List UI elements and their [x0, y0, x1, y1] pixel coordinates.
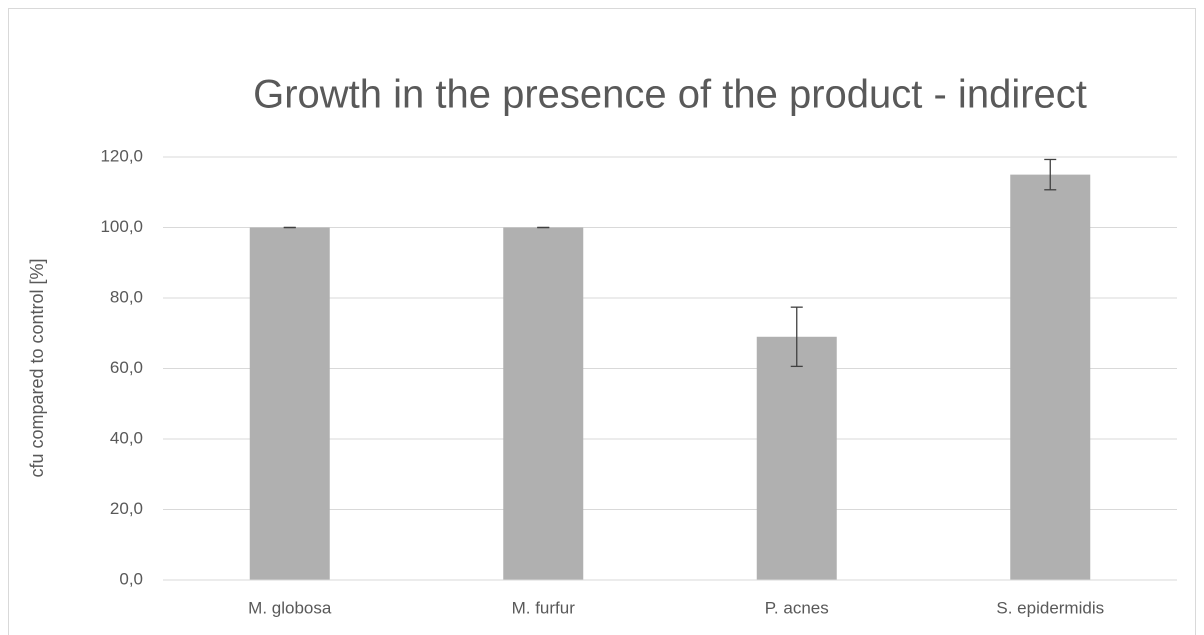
- y-tick-label: 120,0: [100, 146, 143, 165]
- y-tick-label: 40,0: [110, 428, 143, 447]
- y-tick-label: 60,0: [110, 358, 143, 377]
- y-tick-label: 100,0: [100, 217, 143, 236]
- y-tick-label: 20,0: [110, 499, 143, 518]
- chart-border: [8, 8, 1196, 635]
- x-tick-label: P. acnes: [765, 598, 829, 617]
- y-tick-label: 0,0: [119, 569, 143, 588]
- chart-title: Growth in the presence of the product - …: [253, 73, 1087, 117]
- bar: [1010, 174, 1091, 580]
- x-tick-label: S. epidermidis: [996, 598, 1104, 617]
- error-bar: [1044, 158, 1057, 191]
- bar: [756, 336, 837, 580]
- y-tick-label: 80,0: [110, 287, 143, 306]
- x-tick-label: M. furfur: [512, 598, 576, 617]
- error-bar: [790, 306, 803, 368]
- x-tick-label: M. globosa: [248, 598, 332, 617]
- bar: [249, 227, 330, 580]
- y-axis-label: cfu compared to control [%]: [27, 258, 47, 477]
- bar: [503, 227, 584, 580]
